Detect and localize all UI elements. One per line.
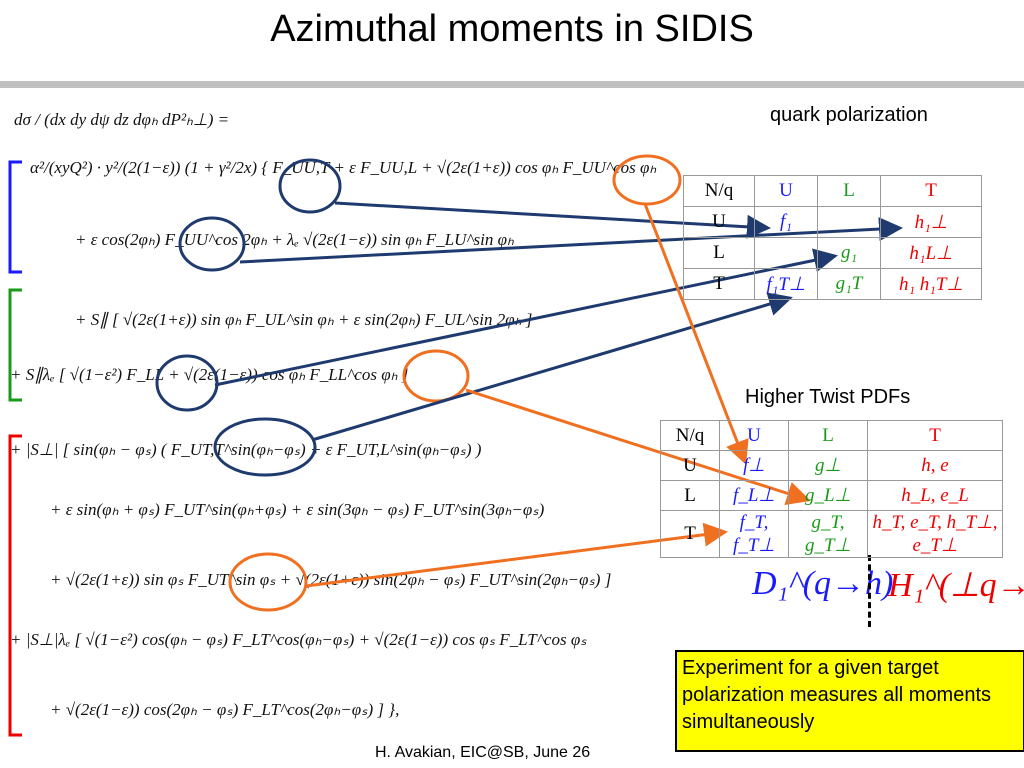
table-cell: U [683, 206, 755, 238]
table-cell: L [660, 480, 720, 511]
formula-line: + S∥λₑ [ √(1−ε²) F_LL + √(2ε(1−ε)) cos φ… [10, 365, 409, 384]
footer: H. Avakian, EIC@SB, June 26 [375, 744, 591, 761]
title: Azimuthal moments in SIDIS [270, 8, 754, 50]
table-cell [817, 206, 881, 238]
table-cell: h, e [867, 450, 1003, 481]
table-cell: h₁⊥ [880, 206, 982, 238]
title-rule [0, 81, 1024, 88]
formula-line: + √(2ε(1−ε)) cos(2φₕ − φₛ) F_LT^cos(2φₕ−… [50, 700, 400, 719]
header-cell: N/q [683, 175, 755, 207]
formula-line: + ε cos(2φₕ) F_UU^cos 2φₕ + λₑ √(2ε(1−ε)… [75, 230, 514, 249]
table-cell: h₁ h₁T⊥ [880, 268, 982, 300]
header-cell: T [880, 175, 982, 207]
label: Higher Twist PDFs [745, 386, 911, 408]
table-cell: g_T, g_T⊥ [788, 510, 868, 558]
table-cell: f_T, f_T⊥ [719, 510, 789, 558]
table-cell: h_T, e_T, h_T⊥, e_T⊥ [867, 510, 1003, 558]
table-cell: f⊥ [719, 450, 789, 481]
formula-line: + |S⊥| [ sin(φₕ − φₛ) ( F_UT,T^sin(φₕ−φₛ… [10, 440, 482, 459]
formula-line: + ε sin(φₕ + φₛ) F_UT^sin(φₕ+φₛ) + ε sin… [50, 500, 545, 519]
table-cell: g₁ [817, 237, 881, 269]
table-cell: f_L⊥ [719, 480, 789, 511]
table-cell: g⊥ [788, 450, 868, 481]
formula-line: + √(2ε(1+ε)) sin φₛ F_UT^sin φₛ + √(2ε(1… [50, 570, 612, 589]
table-cell [754, 237, 818, 269]
table-cell: h_L, e_L [867, 480, 1003, 511]
table-cell: f₁ [754, 206, 818, 238]
table-cell: T [660, 510, 720, 558]
fragmentation: H₁^(⊥q→h) [888, 567, 1024, 604]
table-header: N/q U L T [683, 175, 982, 207]
header-cell: N/q [660, 420, 720, 451]
table-cell: g₁T [817, 268, 881, 300]
table-cell: U [660, 450, 720, 481]
formula-line: + S∥ [ √(2ε(1+ε)) sin φₕ F_UL^sin φₕ + ε… [75, 310, 533, 329]
label: quark polarization [770, 104, 928, 126]
header-cell: L [788, 420, 868, 451]
formula-lhs: dσ / (dx dy dψ dz dφₕ dP²ₕ⊥) = [14, 110, 230, 129]
divider [868, 555, 875, 627]
table-cell: L [683, 237, 755, 269]
formula-line: α²/(xyQ²) · y²/(2(1−ε)) (1 + γ²/2x) { F_… [30, 158, 657, 177]
table-cell: T [683, 268, 755, 300]
header-cell: T [867, 420, 1003, 451]
header-cell: L [817, 175, 881, 207]
table-header: N/q U L T [660, 420, 1003, 451]
table-cell: f₁T⊥ [754, 268, 818, 300]
table-cell: h₁L⊥ [880, 237, 982, 269]
header-cell: U [754, 175, 818, 207]
formula-line: + |S⊥|λₑ [ √(1−ε²) cos(φₕ − φₛ) F_LT^cos… [10, 630, 587, 649]
note-box: Experiment for a given target polarizati… [675, 650, 1024, 752]
header-cell: U [719, 420, 789, 451]
table-cell: g_L⊥ [788, 480, 868, 511]
